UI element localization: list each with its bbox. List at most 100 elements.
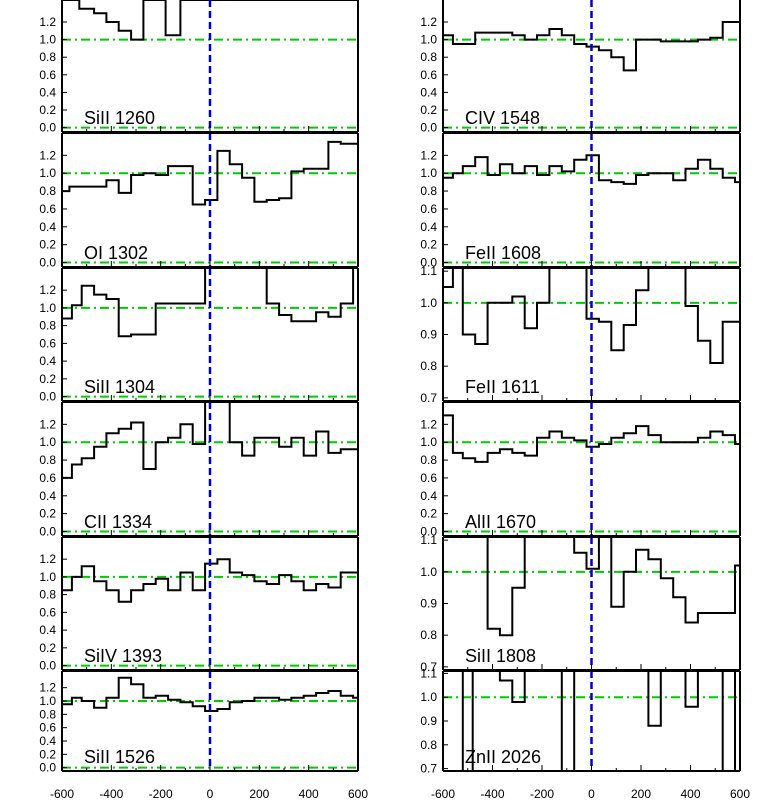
y-tick-label: 0.8 [420, 738, 437, 752]
ion-label: FeII 1608 [465, 243, 541, 263]
ion-label: CII 1334 [84, 512, 152, 532]
y-tick-label: 0.6 [420, 471, 437, 485]
ion-label: CIV 1548 [465, 108, 540, 128]
y-tick-label: 0.4 [39, 489, 56, 503]
x-tick-label: -200 [149, 787, 173, 801]
panel-alii-1670: 0.0 0.2 0.4 0.6 0.8 1.0 1.2 AlII 1670 [420, 401, 741, 539]
ion-label: FeII 1611 [465, 377, 540, 397]
y-tick-label: 0.6 [39, 605, 56, 619]
panel-feii-1611: 0.7 0.8 0.9 1.0 1.1 FeII 1611 [420, 264, 741, 405]
panel-oi-1302: 0.0 0.2 0.4 0.6 0.8 1.0 1.2 OI 1302 [39, 132, 359, 270]
panel-siiv-1393: 0.0 0.2 0.4 0.6 0.8 1.0 1.2 SiIV 1393 [39, 536, 359, 673]
x-tick-label: 200 [249, 787, 269, 801]
y-tick-label: 0.2 [39, 641, 56, 655]
y-tick-label: 0.6 [420, 202, 437, 216]
panel-civ-1548: 0.0 0.2 0.4 0.6 0.8 1.0 1.2 CIV 1548 [420, 0, 741, 135]
y-tick-label: 1.2 [39, 552, 56, 566]
x-tick-label: -600 [431, 787, 455, 801]
y-tick-label: 1.1 [420, 666, 437, 680]
y-tick-label: 0.0 [39, 121, 56, 135]
y-tick-label: 0.7 [420, 391, 437, 405]
y-tick-label: 1.0 [39, 301, 56, 315]
y-tick-label: 0.8 [420, 453, 437, 467]
y-tick-label: 1.2 [39, 283, 56, 297]
y-tick-label: 0.0 [39, 659, 56, 673]
x-tick-label: 400 [299, 787, 319, 801]
y-tick-label: 1.0 [39, 166, 56, 180]
y-tick-label: 0.4 [420, 85, 437, 99]
y-tick-label: 0.0 [420, 256, 437, 270]
spectrum-step-line [443, 154, 740, 185]
y-tick-label: 0.2 [420, 238, 437, 252]
y-tick-label: 1.0 [420, 435, 437, 449]
y-tick-label: 0.6 [420, 68, 437, 82]
y-tick-label: 0.6 [39, 336, 56, 350]
spectrum-step-line [62, 558, 358, 603]
spectrum-step-line [62, 402, 358, 479]
y-tick-label: 0.8 [39, 184, 56, 198]
y-tick-label: 0.0 [39, 525, 56, 539]
y-tick-label: 0.2 [39, 507, 56, 521]
ion-label: SiII 1808 [465, 646, 536, 666]
y-tick-label: 1.2 [420, 417, 437, 431]
y-tick-label: 0.7 [420, 762, 437, 776]
y-tick-label: 0.4 [39, 220, 56, 234]
x-tick-label: -200 [530, 787, 554, 801]
spectrum-step-line [443, 537, 740, 637]
y-tick-label: 1.0 [420, 33, 437, 47]
y-tick-label: 0.8 [39, 50, 56, 64]
panel-siii-1526: 0.00.20.40.60.81.01.2 SiII 1526 [39, 670, 359, 775]
y-tick-label: 1.0 [420, 166, 437, 180]
y-tick-label: 1.2 [420, 148, 437, 162]
y-tick-label: 0.2 [39, 372, 56, 386]
spectrum-step-line [62, 0, 358, 41]
x-tick-label: 0 [588, 787, 595, 801]
y-tick-label: 1.2 [39, 15, 56, 29]
y-tick-label: 0.8 [420, 359, 437, 373]
y-tick-label: 0.6 [39, 68, 56, 82]
y-tick-label: 1.2 [420, 15, 437, 29]
y-tick-label: 0.8 [39, 453, 56, 467]
y-tick-label: 1.0 [39, 33, 56, 47]
x-tick-label: 600 [730, 787, 750, 801]
x-tick-label: -400 [480, 787, 504, 801]
spectrum-step-line [443, 671, 740, 771]
ion-label: OI 1302 [84, 243, 148, 263]
y-tick-label: 1.2 [39, 148, 56, 162]
y-tick-label: 0.8 [39, 707, 56, 721]
ion-label: SiII 1304 [84, 377, 155, 397]
spectrum-step-line [62, 268, 358, 338]
y-tick-label: 0.4 [39, 734, 56, 748]
y-tick-label: 1.2 [39, 417, 56, 431]
x-tick-label: 600 [348, 787, 368, 801]
y-tick-label: 0.4 [420, 489, 437, 503]
y-tick-label: 0.4 [39, 623, 56, 637]
panel-siii-1260: 0.0 0.2 0.4 0.6 0.8 1.0 1.2 SiII 1260 [39, 0, 359, 135]
y-tick-label: 1.0 [420, 690, 437, 704]
ion-label: ZnII 2026 [465, 747, 541, 767]
panel-cii-1334: 0.0 0.2 0.4 0.6 0.8 1.0 1.2 CII 1334 [39, 401, 359, 539]
y-tick-label: 1.0 [39, 694, 56, 708]
y-tick-label: 0.0 [39, 256, 56, 270]
y-tick-label: 0.0 [39, 761, 56, 775]
y-tick-label: 0.2 [420, 507, 437, 521]
x-tick-label: -400 [99, 787, 123, 801]
y-tick-label: 0.4 [39, 85, 56, 99]
ion-label: AlII 1670 [465, 512, 536, 532]
y-tick-label: 0.0 [39, 390, 56, 404]
y-tick-label: 0.0 [420, 121, 437, 135]
panel-feii-1608: 0.0 0.2 0.4 0.6 0.8 1.0 1.2 FeII 1608 [420, 132, 741, 270]
y-tick-label: 0.2 [39, 103, 56, 117]
y-tick-label: 0.8 [420, 628, 437, 642]
y-tick-label: 0.6 [39, 471, 56, 485]
x-tick-label: 0 [207, 787, 214, 801]
panel-znii-2026: 0.7 0.8 0.9 1.0 1.1 ZnII 2026 [420, 666, 741, 776]
y-tick-label: 0.8 [420, 50, 437, 64]
y-tick-label: 0.2 [420, 103, 437, 117]
y-tick-label: 0.9 [420, 597, 437, 611]
y-tick-label: 0.4 [39, 354, 56, 368]
y-tick-label: 0.8 [420, 184, 437, 198]
ion-label: SiII 1260 [84, 108, 155, 128]
